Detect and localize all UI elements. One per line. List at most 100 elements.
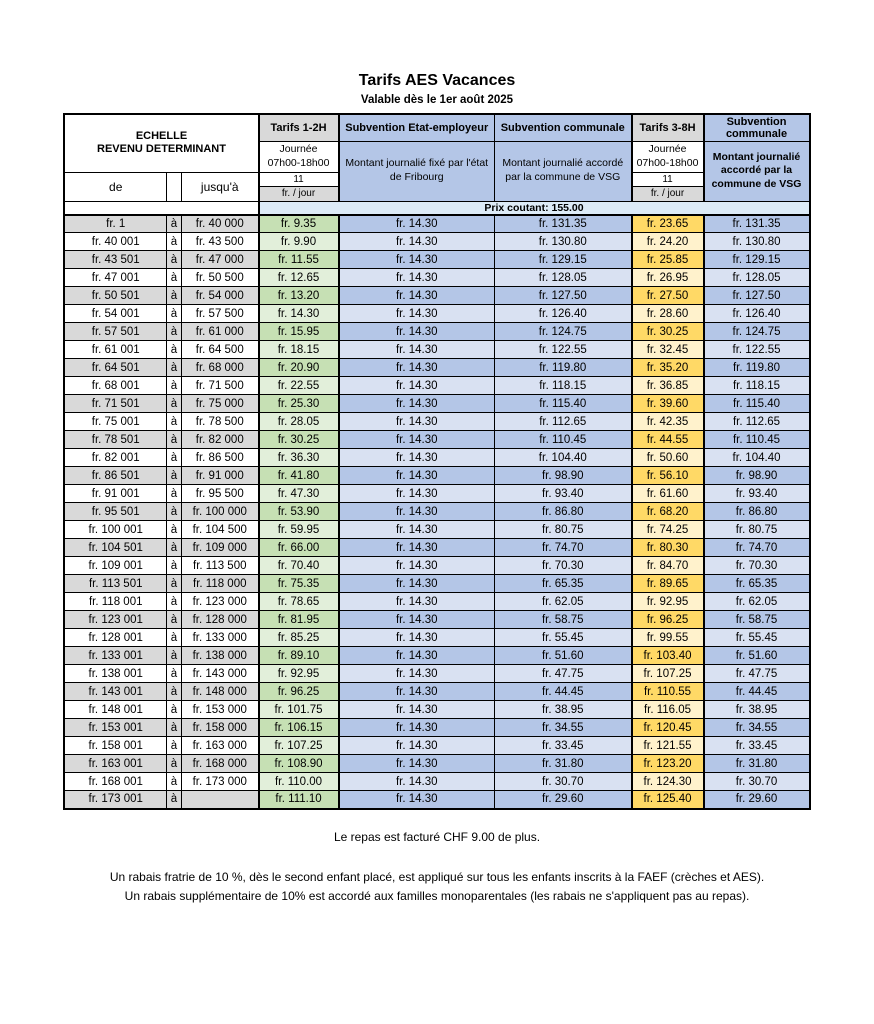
cell-de: fr. 54 001	[63, 304, 167, 323]
table-row: fr. 168 001 à fr. 173 000 fr. 110.00 fr. 14.…	[63, 772, 811, 791]
cell-subv-comm2: fr. 128.05	[703, 268, 811, 287]
cell-separator-a: à	[165, 232, 182, 251]
cell-de: fr. 143 001	[63, 682, 167, 701]
cell-tarif-3-8h: fr. 110.55	[630, 682, 705, 701]
cell-jusqua: fr. 54 000	[180, 286, 260, 305]
cell-subv-comm: fr. 80.75	[494, 520, 633, 539]
desc-subvention-communale-2: Montant journalié accordé par la commune…	[703, 140, 811, 202]
cell-jusqua: fr. 64 500	[180, 340, 260, 359]
cell-separator-a: à	[165, 322, 182, 341]
note-rabais-monoparental: Un rabais supplémentaire de 10% est acco…	[124, 888, 750, 903]
cell-subv-etat: fr. 14.30	[338, 610, 496, 629]
cell-subv-comm: fr. 55.45	[494, 628, 633, 647]
cell-de: fr. 91 001	[63, 484, 167, 503]
cell-de: fr. 104 501	[63, 538, 167, 557]
cell-jusqua: fr. 57 500	[180, 304, 260, 323]
cell-jusqua: fr. 128 000	[180, 610, 260, 629]
table-row: fr. 104 501 à fr. 109 000 fr. 66.00 fr. 14.3…	[63, 538, 811, 557]
cell-tarif-3-8h: fr. 36.85	[630, 376, 705, 395]
cell-de: fr. 61 001	[63, 340, 167, 359]
cell-jusqua: fr. 143 000	[180, 664, 260, 683]
cell-jusqua: fr. 153 000	[180, 700, 260, 719]
cell-subv-comm2: fr. 55.45	[703, 628, 811, 647]
cell-de: fr. 128 001	[63, 628, 167, 647]
cell-subv-comm: fr. 58.75	[494, 610, 633, 629]
tariff-table: ECHELLE REVENU DETERMINANT Tarifs 1-2H S…	[63, 113, 811, 810]
cell-subv-comm: fr. 112.65	[494, 412, 633, 431]
cell-subv-etat: fr. 14.30	[338, 664, 496, 683]
header-tarifs-1-2h: Tarifs 1-2H	[257, 113, 340, 142]
note-repas: Le repas est facturé CHF 9.00 de plus.	[333, 829, 541, 844]
cell-de: fr. 82 001	[63, 448, 167, 467]
echelle-line1: ECHELLE	[135, 129, 188, 142]
cell-subv-comm2: fr. 104.40	[703, 448, 811, 467]
cell-subv-comm: fr. 129.15	[494, 250, 633, 269]
cell-tarif-3-8h: fr. 42.35	[630, 412, 705, 431]
cell-jusqua: fr. 163 000	[180, 736, 260, 755]
cell-subv-comm: fr. 130.80	[494, 232, 633, 251]
cell-tarif-3-8h: fr. 103.40	[630, 646, 705, 665]
cell-tarif-1-2h: fr. 106.15	[257, 718, 340, 737]
table-body: fr. 1 à fr. 40 000 fr. 9.35 fr. 14.30 fr. 131…	[63, 214, 811, 809]
cell-tarif-3-8h: fr. 99.55	[630, 628, 705, 647]
cell-de: fr. 133 001	[63, 646, 167, 665]
cell-jusqua: fr. 123 000	[180, 592, 260, 611]
table-row: fr. 86 501 à fr. 91 000 fr. 41.80 fr. 14.30 f…	[63, 466, 811, 485]
cell-tarif-3-8h: fr. 25.85	[630, 250, 705, 269]
cell-jusqua: fr. 168 000	[180, 754, 260, 773]
header-tarifs-3-8h: Tarifs 3-8H	[630, 113, 705, 142]
cell-separator-a: à	[165, 718, 182, 737]
table-row: fr. 128 001 à fr. 133 000 fr. 85.25 fr. 14.3…	[63, 628, 811, 647]
cell-jusqua: fr. 173 000	[180, 772, 260, 791]
cell-tarif-1-2h: fr. 14.30	[257, 304, 340, 323]
cell-subv-comm: fr. 126.40	[494, 304, 633, 323]
cell-de: fr. 43 501	[63, 250, 167, 269]
table-row: fr. 82 001 à fr. 86 500 fr. 36.30 fr. 14.30 f…	[63, 448, 811, 467]
cell-subv-comm2: fr. 119.80	[703, 358, 811, 377]
cell-subv-comm2: fr. 131.35	[703, 214, 811, 233]
cell-separator-a: à	[165, 754, 182, 773]
cell-separator-a: à	[165, 394, 182, 413]
cell-separator-a: à	[165, 214, 182, 233]
cell-subv-comm2: fr. 30.70	[703, 772, 811, 791]
cell-subv-etat: fr. 14.30	[338, 754, 496, 773]
cell-separator-a: à	[165, 358, 182, 377]
cell-tarif-1-2h: fr. 53.90	[257, 502, 340, 521]
table-row: fr. 163 001 à fr. 168 000 fr. 108.90 fr. 14.…	[63, 754, 811, 773]
cell-tarif-3-8h: fr. 84.70	[630, 556, 705, 575]
cell-subv-comm: fr. 31.80	[494, 754, 633, 773]
cell-separator-a: à	[165, 502, 182, 521]
cell-tarif-1-2h: fr. 78.65	[257, 592, 340, 611]
cell-subv-etat: fr. 14.30	[338, 304, 496, 323]
cell-subv-comm: fr. 93.40	[494, 484, 633, 503]
cell-jusqua: fr. 78 500	[180, 412, 260, 431]
cell-subv-etat: fr. 14.30	[338, 268, 496, 287]
cell-separator-a: à	[165, 646, 182, 665]
echelle-header: ECHELLE REVENU DETERMINANT	[63, 113, 260, 173]
cell-tarif-3-8h: fr. 35.20	[630, 358, 705, 377]
cell-tarif-1-2h: fr. 18.15	[257, 340, 340, 359]
cell-subv-comm2: fr. 86.80	[703, 502, 811, 521]
echelle-line2: REVENU DETERMINANT	[97, 143, 226, 156]
cell-subv-comm: fr. 131.35	[494, 214, 633, 233]
cell-jusqua: fr. 158 000	[180, 718, 260, 737]
cell-tarif-1-2h: fr. 110.00	[257, 772, 340, 791]
cell-tarif-1-2h: fr. 101.75	[257, 700, 340, 719]
cell-subv-etat: fr. 14.30	[338, 574, 496, 593]
cell-separator-a: à	[165, 250, 182, 269]
cell-separator-a: à	[165, 610, 182, 629]
cell-jusqua: fr. 82 000	[180, 430, 260, 449]
cell-subv-etat: fr. 14.30	[338, 430, 496, 449]
cell-subv-comm: fr. 30.70	[494, 772, 633, 791]
cell-tarif-1-2h: fr. 25.30	[257, 394, 340, 413]
cell-separator-a: à	[165, 304, 182, 323]
cell-tarif-1-2h: fr. 15.95	[257, 322, 340, 341]
hours-tarifs-3-8h: 11	[630, 171, 705, 187]
cell-tarif-3-8h: fr. 50.60	[630, 448, 705, 467]
cell-subv-comm2: fr. 44.45	[703, 682, 811, 701]
table-row: fr. 143 001 à fr. 148 000 fr. 96.25 fr. 14.3…	[63, 682, 811, 701]
cell-tarif-1-2h: fr. 96.25	[257, 682, 340, 701]
cell-jusqua: fr. 61 000	[180, 322, 260, 341]
cell-subv-comm: fr. 34.55	[494, 718, 633, 737]
table-row: fr. 153 001 à fr. 158 000 fr. 106.15 fr. 14.…	[63, 718, 811, 737]
